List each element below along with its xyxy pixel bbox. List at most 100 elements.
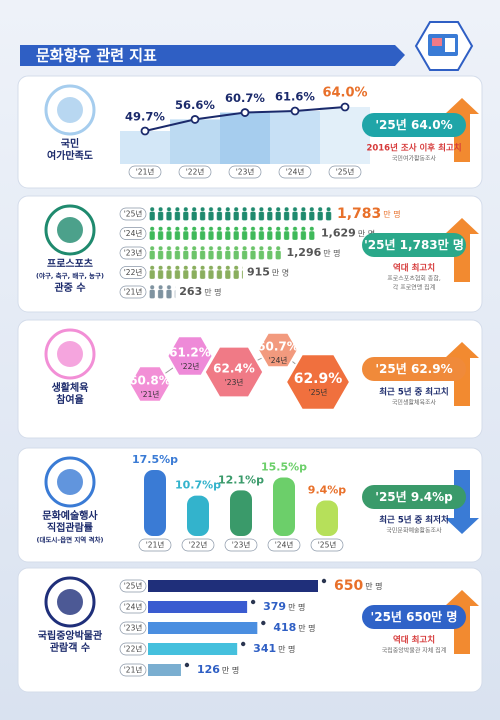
point — [290, 106, 300, 116]
category-pill — [310, 538, 344, 552]
section-label: 생활체육 — [52, 381, 89, 394]
section-label: 국민 — [61, 137, 79, 150]
callout-pill — [362, 605, 466, 629]
value-unit: 만 명 — [365, 581, 382, 591]
value-label: 10.7%p — [175, 479, 221, 492]
bar — [148, 246, 283, 260]
category-label: '21년 — [124, 287, 143, 297]
callout-note: 역대 최고치 — [393, 635, 435, 646]
value-unit: 만 명 — [323, 248, 340, 258]
section-label: 문화예술행사 — [42, 509, 98, 522]
category-label: '23년 — [124, 623, 143, 633]
section-label: 관람객 수 — [50, 641, 90, 654]
value-unit: 만 명 — [288, 602, 305, 612]
bar — [148, 285, 176, 299]
category-pill — [119, 246, 147, 260]
value-unit: 만 명 — [222, 665, 239, 675]
value-unit: 만 명 — [298, 623, 315, 633]
value-number: 650 — [334, 578, 363, 594]
walker-icon — [261, 620, 266, 626]
category-label: '23년 — [236, 167, 255, 177]
bar — [270, 111, 320, 164]
point — [190, 115, 200, 124]
value-unit: 만 명 — [278, 644, 295, 654]
value-label: 9.4%p — [308, 484, 347, 497]
bar — [148, 226, 318, 241]
category-pill — [119, 266, 147, 279]
point — [240, 108, 250, 117]
value-label: 915 만 명 — [247, 266, 289, 279]
category-pill — [224, 538, 258, 552]
value-label: 1,629 만 명 — [321, 227, 375, 240]
category-label: '22년 — [186, 167, 205, 177]
category-label: '24년 — [124, 228, 143, 238]
bar — [120, 131, 170, 164]
category-pill — [128, 165, 162, 179]
value-label: 60.7% — [257, 340, 299, 354]
callout-note: 역대 최고치 — [393, 263, 435, 274]
category-label: '25년 — [124, 209, 143, 219]
bar — [316, 500, 338, 536]
callout-note: 최근 5년 중 최저치 — [379, 515, 449, 526]
title-icon — [414, 21, 474, 71]
bar — [148, 622, 258, 634]
value-number: 126 — [197, 663, 220, 676]
bar — [273, 477, 295, 536]
section-icon-inner — [57, 341, 83, 367]
callout-source: 국립중앙박물관 자체 집계 — [382, 647, 447, 655]
bar — [220, 112, 270, 164]
bar — [230, 490, 252, 536]
callout-headline: '25년 9.4%p — [375, 490, 453, 504]
bar — [144, 470, 166, 536]
value-label: 379 만 명 — [263, 600, 305, 613]
category-label: '21년 — [146, 540, 165, 550]
value-label: 49.7% — [125, 110, 165, 124]
category-pill — [119, 285, 147, 299]
category-pill — [267, 538, 301, 552]
bar — [187, 495, 209, 536]
category-label: '24년 — [286, 167, 305, 177]
section-label: (야구, 축구, 배구, 농구) — [36, 271, 104, 280]
value-label: 1,783 만 명 — [337, 206, 401, 222]
callout-headline: '25년 650만 명 — [371, 609, 458, 624]
value-label: 62.9% — [294, 371, 343, 387]
category-pill — [119, 663, 147, 677]
value-unit: 만 명 — [272, 267, 289, 277]
category-label: '21년 — [124, 665, 143, 675]
section-icon-inner — [57, 97, 83, 123]
category-pill — [119, 642, 147, 656]
bar — [148, 601, 248, 613]
section-label: 여가만족도 — [47, 149, 93, 162]
section-label: 직접관람률 — [47, 521, 93, 534]
hexagon — [203, 345, 265, 399]
category-label: '23년 — [232, 540, 251, 550]
category-pill — [119, 227, 147, 240]
value-label: 60.7% — [225, 91, 265, 105]
value-label: 62.4% — [213, 362, 255, 376]
callout-pill — [362, 357, 466, 381]
section-icon-inner — [57, 217, 83, 243]
category-label: '22년 — [189, 540, 208, 550]
callout-pill — [362, 113, 466, 137]
category-label: '22년 — [181, 361, 200, 371]
value-label: 56.6% — [175, 98, 215, 112]
hexagon — [128, 365, 172, 403]
category-label: '21년 — [136, 167, 155, 177]
category-label: '23년 — [225, 377, 244, 387]
category-pill — [119, 600, 147, 614]
walker-icon — [321, 578, 327, 584]
hexagon — [166, 335, 214, 377]
bar — [320, 107, 370, 164]
point — [340, 102, 350, 112]
section-icon-inner — [57, 589, 83, 615]
value-number: 1,296 — [286, 246, 321, 259]
point — [140, 126, 150, 136]
category-pill — [181, 538, 215, 552]
title-bar — [20, 45, 405, 66]
category-pill — [278, 165, 312, 179]
callout-note: 2016년 조사 이후 최고치 — [366, 143, 461, 154]
callout-source: 국민생활체육조사 — [392, 399, 437, 407]
category-pill — [119, 621, 147, 635]
